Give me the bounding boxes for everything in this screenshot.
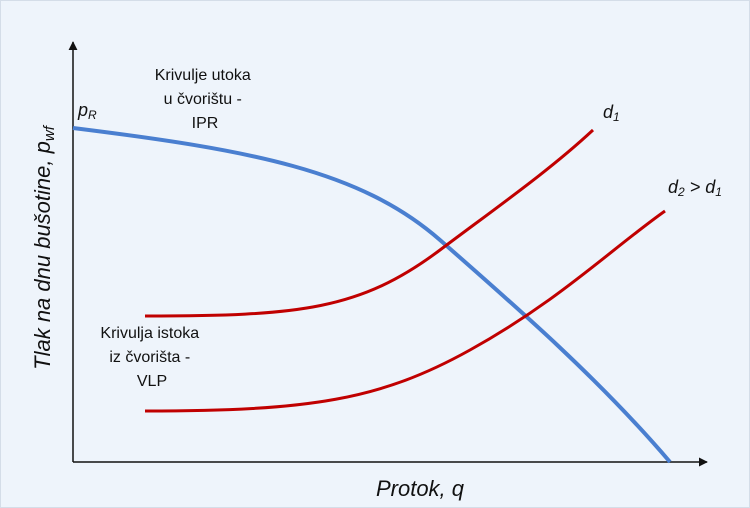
text-part: d	[668, 177, 679, 197]
text-part: p	[77, 100, 88, 120]
text-part: 1	[715, 185, 722, 199]
text-part: VLP	[137, 373, 167, 390]
d1-label: d1	[603, 102, 620, 124]
text-part: d	[603, 102, 614, 122]
vlp-curve-d2	[144, 209, 666, 413]
text-part: IPR	[192, 115, 219, 132]
text-part: Krivulje utoka	[155, 67, 251, 84]
pr-label: pR	[77, 100, 97, 122]
vlp-label: Krivulja istoka iz čvorišta - VLP	[100, 325, 203, 390]
text-part: Tlak na dnu bušotine, p	[30, 141, 55, 370]
ipr-curve	[72, 126, 672, 464]
text-part: 2	[677, 185, 685, 199]
d2-label: d2 > d1	[668, 177, 722, 199]
ipr-label: Krivulje utoka u čvorištu - IPR	[155, 67, 256, 132]
text-part: u čvorištu -	[164, 91, 242, 108]
x-axis-label: Protok, q	[376, 476, 465, 501]
text-part: wf	[41, 124, 58, 141]
y-axis-label: Tlak na dnu bušotine, pwf	[30, 124, 58, 370]
text-part: iz čvorišta -	[109, 349, 190, 366]
vlp-curve-d1	[144, 128, 595, 318]
text-part: 1	[613, 110, 620, 124]
text-part: Krivulja istoka	[100, 325, 199, 342]
text-part: R	[88, 108, 97, 122]
text-part: > d	[685, 177, 717, 197]
